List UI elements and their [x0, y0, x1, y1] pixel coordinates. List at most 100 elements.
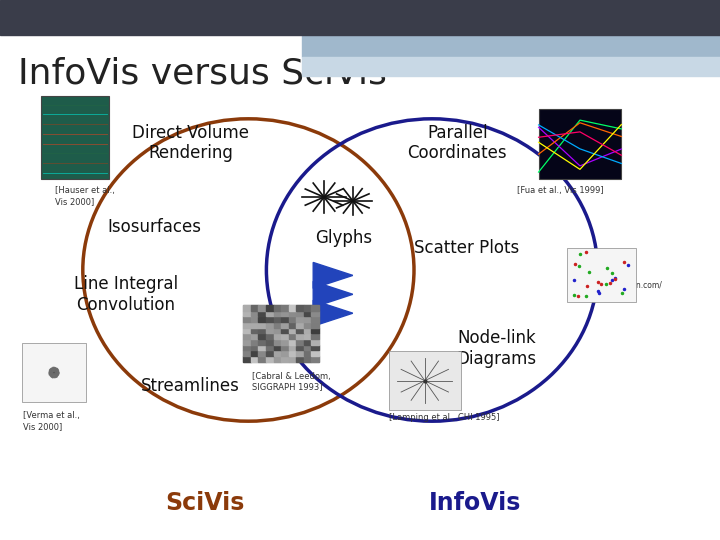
Bar — [251, 322, 258, 328]
Bar — [274, 305, 282, 311]
Bar — [304, 350, 312, 356]
Text: InfoVis: InfoVis — [429, 491, 521, 515]
Bar — [289, 350, 297, 356]
Bar — [297, 345, 304, 350]
Bar — [289, 316, 297, 322]
Bar — [251, 350, 258, 356]
Bar — [297, 328, 304, 333]
Bar — [282, 322, 289, 328]
Bar — [304, 356, 312, 362]
Bar — [311, 345, 319, 350]
Bar — [282, 345, 289, 350]
Bar — [243, 356, 251, 362]
Bar — [311, 333, 319, 339]
Text: Line Integral
Convolution: Line Integral Convolution — [74, 275, 178, 314]
Bar — [266, 356, 274, 362]
Bar — [282, 310, 289, 316]
Text: Streamlines: Streamlines — [141, 377, 240, 395]
Bar — [311, 339, 319, 345]
Bar — [311, 356, 319, 362]
Text: InfoVis versus SciVis: InfoVis versus SciVis — [18, 57, 387, 91]
Bar — [251, 339, 258, 345]
FancyBboxPatch shape — [41, 96, 109, 179]
Bar — [304, 316, 312, 322]
Bar — [304, 310, 312, 316]
Bar — [282, 328, 289, 333]
Bar — [258, 339, 266, 345]
Bar — [243, 339, 251, 345]
Bar — [304, 305, 312, 311]
Bar — [243, 316, 251, 322]
Bar — [297, 316, 304, 322]
Bar — [266, 339, 274, 345]
Bar — [274, 339, 282, 345]
Bar — [289, 356, 297, 362]
Bar — [297, 356, 304, 362]
Bar — [266, 328, 274, 333]
Bar — [282, 316, 289, 322]
Bar — [289, 322, 297, 328]
Text: [Cabral & Leedom,
SIGGRAPH 1993]: [Cabral & Leedom, SIGGRAPH 1993] — [252, 372, 330, 391]
Text: Glyphs: Glyphs — [315, 228, 373, 247]
Bar — [258, 322, 266, 328]
Bar — [258, 305, 266, 311]
Bar — [311, 316, 319, 322]
Bar — [243, 333, 251, 339]
Text: [Fua et al., Vis 1999]: [Fua et al., Vis 1999] — [517, 186, 603, 195]
Bar — [297, 305, 304, 311]
Bar — [266, 322, 274, 328]
Bar — [289, 310, 297, 316]
Bar — [266, 305, 274, 311]
Bar — [297, 310, 304, 316]
Bar — [266, 310, 274, 316]
Bar — [282, 333, 289, 339]
Bar — [251, 356, 258, 362]
Bar — [251, 333, 258, 339]
FancyBboxPatch shape — [22, 343, 86, 402]
Bar — [289, 333, 297, 339]
Bar — [266, 316, 274, 322]
Bar — [251, 316, 258, 322]
Bar — [297, 339, 304, 345]
Bar — [274, 345, 282, 350]
Polygon shape — [313, 281, 353, 307]
Bar — [258, 350, 266, 356]
Bar — [258, 328, 266, 333]
Bar — [274, 356, 282, 362]
Bar — [251, 345, 258, 350]
Text: UNC: UNC — [616, 6, 688, 33]
Bar — [304, 339, 312, 345]
Text: [http://www.sexton.com/
gn_Acuity.html]: [http://www.sexton.com/ gn_Acuity.html] — [569, 281, 662, 300]
FancyBboxPatch shape — [243, 305, 319, 362]
Text: [Hauser et al.,
Vis 2000]: [Hauser et al., Vis 2000] — [55, 186, 115, 206]
Text: Scatter Plots: Scatter Plots — [414, 239, 519, 258]
Bar — [266, 350, 274, 356]
Polygon shape — [313, 300, 353, 326]
Text: SciVis: SciVis — [166, 491, 245, 515]
Bar — [266, 333, 274, 339]
Bar — [258, 316, 266, 322]
Bar — [289, 328, 297, 333]
Bar — [266, 345, 274, 350]
Bar — [289, 345, 297, 350]
Bar — [258, 356, 266, 362]
Bar — [243, 345, 251, 350]
Bar — [311, 305, 319, 311]
Bar — [251, 328, 258, 333]
Bar — [274, 310, 282, 316]
Bar — [304, 333, 312, 339]
Bar — [282, 305, 289, 311]
Bar — [243, 322, 251, 328]
Bar — [289, 339, 297, 345]
FancyBboxPatch shape — [389, 351, 461, 410]
Bar — [289, 305, 297, 311]
Bar — [251, 310, 258, 316]
Bar — [282, 356, 289, 362]
Bar — [258, 345, 266, 350]
Bar — [297, 333, 304, 339]
Bar — [274, 316, 282, 322]
Bar — [243, 305, 251, 311]
Bar — [274, 350, 282, 356]
Text: [Lamping et al., CHI 1995]: [Lamping et al., CHI 1995] — [389, 413, 499, 422]
Text: Node-link
Diagrams: Node-link Diagrams — [456, 329, 537, 368]
